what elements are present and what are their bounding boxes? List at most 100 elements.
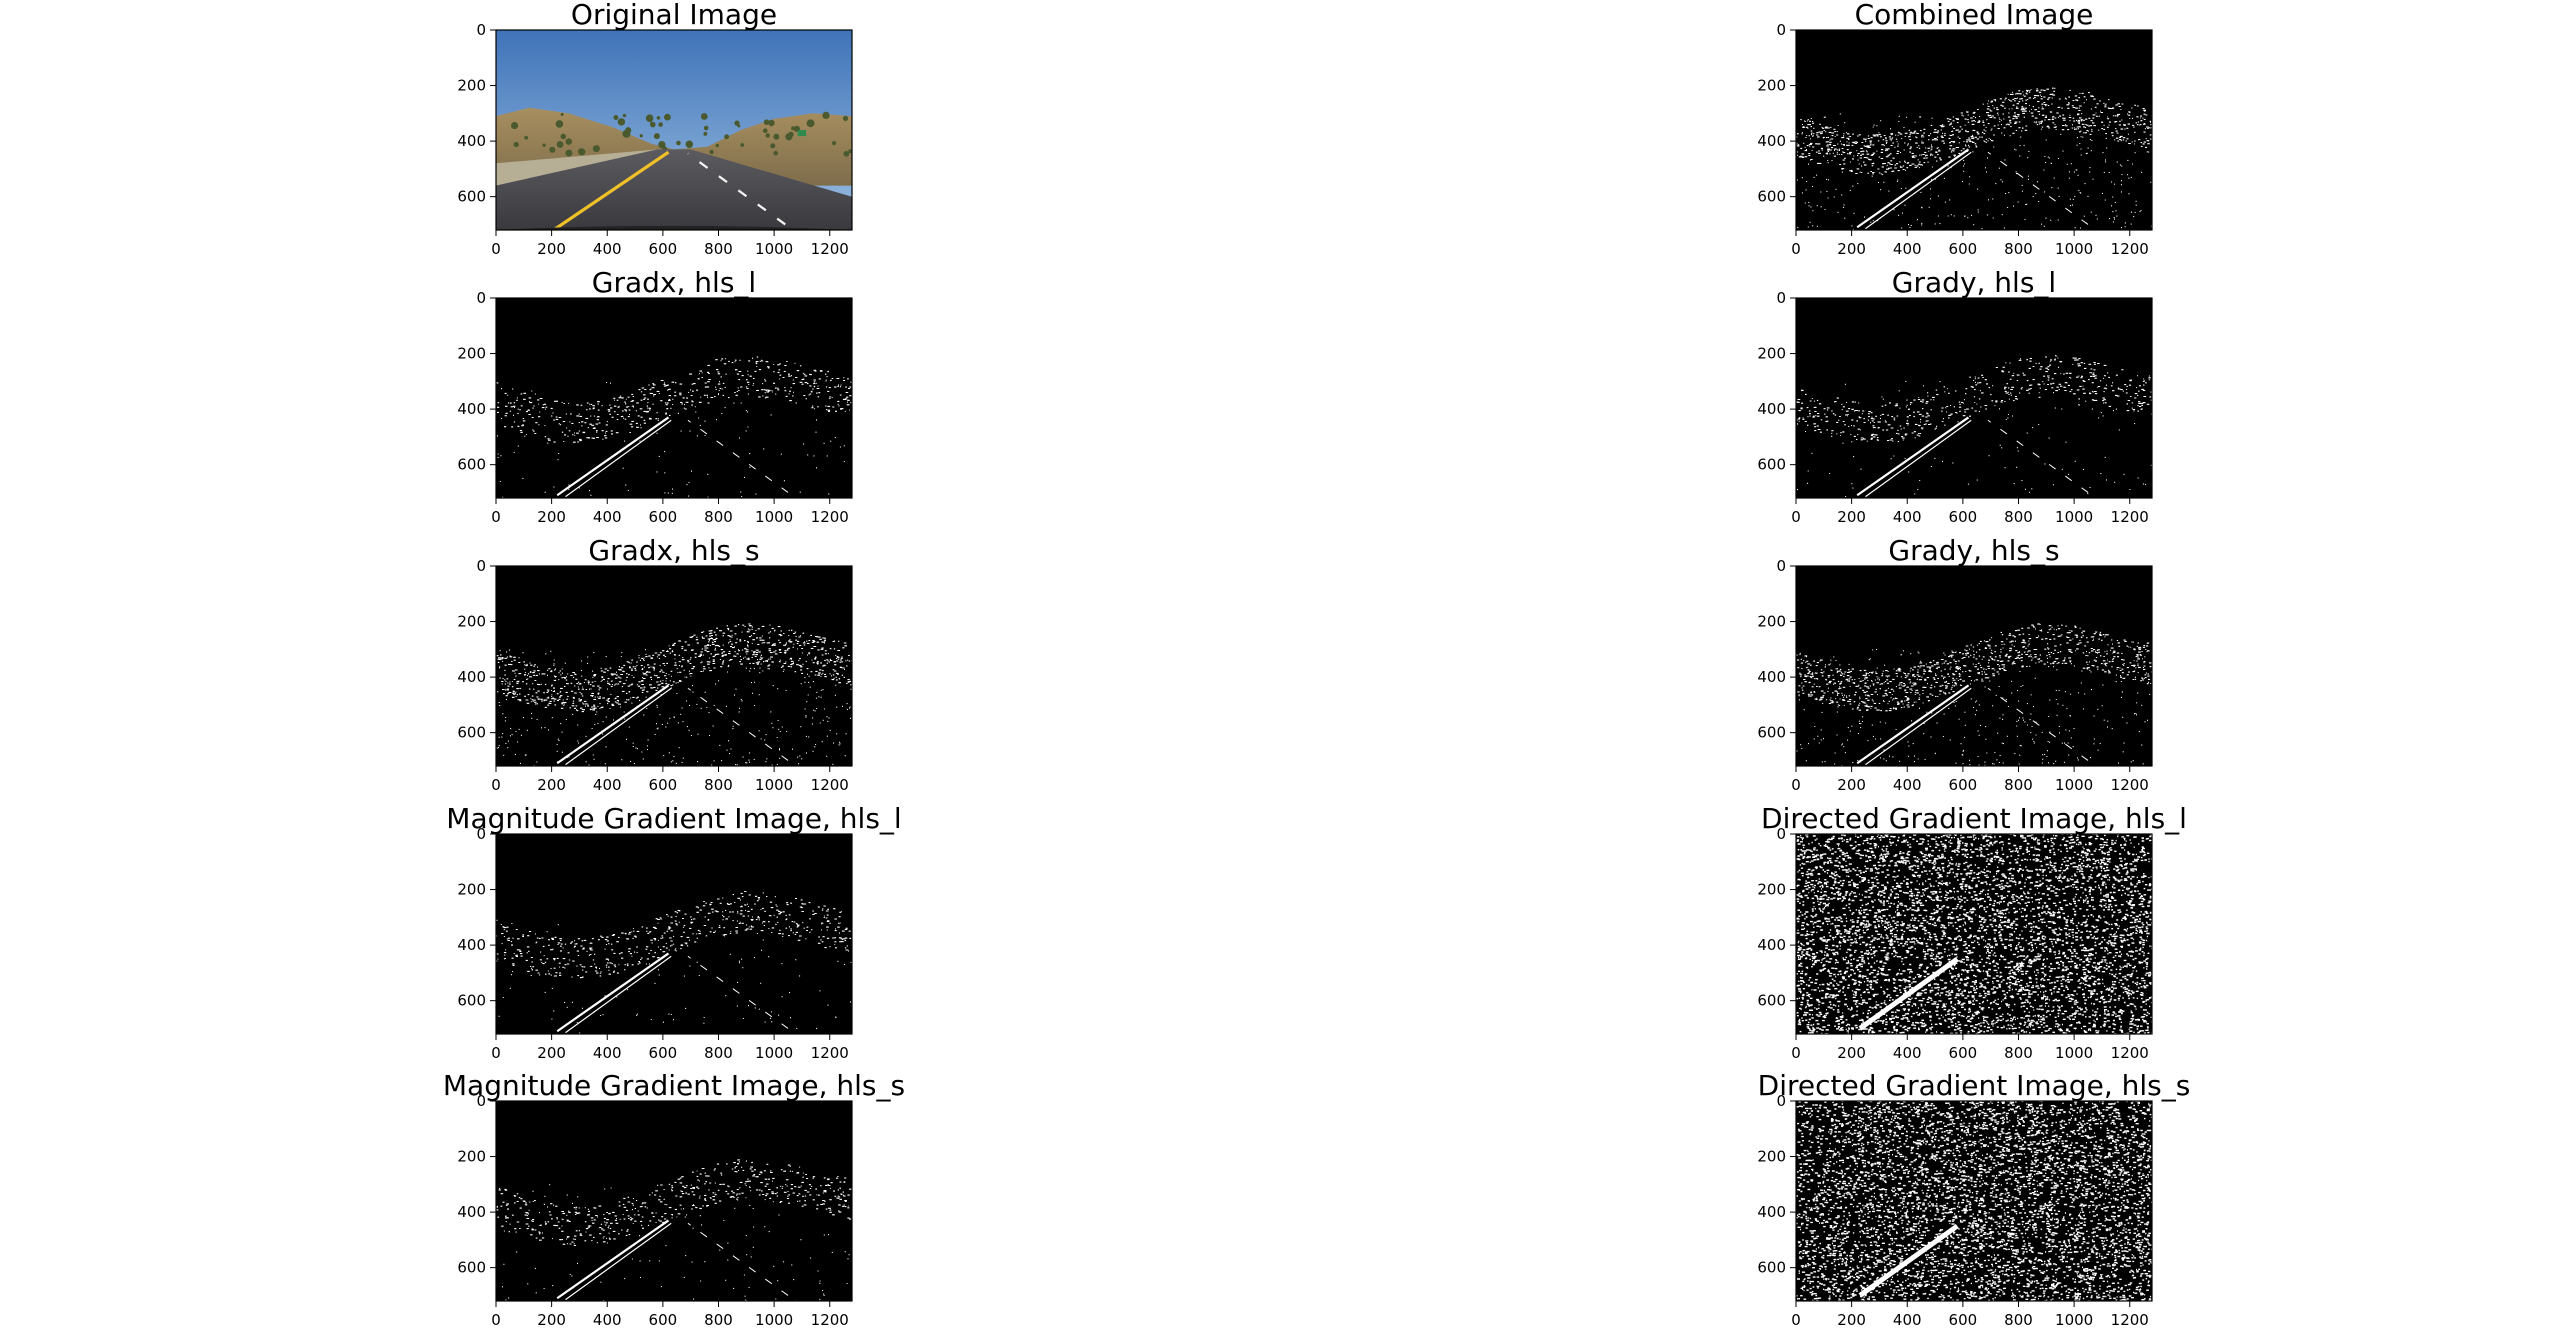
y-tick-label: 600 [1757,992,1786,1010]
y-tick-label: 600 [457,188,486,206]
x-tick-label: 600 [649,1044,678,1062]
axes-frame [495,833,853,1035]
x-tick-label: 1000 [2055,1311,2093,1329]
x-tick-label: 1000 [2055,508,2093,526]
y-tick-label: 200 [457,613,486,631]
subplot: Magnitude Gradient Image, hls_s0 200 400 60… [443,1069,905,1329]
subplot-title: Gradx, hls_s [588,534,759,567]
subplot: Directed Gradient Image, hls_l0 200 400 600… [1757,802,2187,1062]
y-tick-label: 400 [1757,936,1786,954]
x-tick-label: 200 [1837,508,1866,526]
y-tick-label: 0 [476,1092,486,1110]
x-tick-label: 1200 [2111,508,2149,526]
axes-frame [1795,565,2153,767]
subplot: Directed Gradient Image, hls_s0 200 400 600… [1757,1069,2190,1329]
subplot-image [496,30,853,231]
y-tick-label: 400 [1757,1203,1786,1221]
y-tick-label: 0 [476,825,486,843]
x-tick-label: 400 [1893,508,1922,526]
x-tick-label: 800 [704,1311,733,1329]
axes-frame [495,297,853,499]
axes-frame [1795,833,2153,1035]
x-tick-label: 200 [537,508,566,526]
subplot: Original Image 0 200 400 600 800 1000 1200 0 200 4… [457,0,853,258]
y-tick-label: 200 [457,1148,486,1166]
y-tick-label: 600 [1757,724,1786,742]
x-tick-label: 1200 [811,776,849,794]
subplot: Gradx, hls_s 0 200 400 600 800 1000 1200 0 200 400… [457,534,854,794]
x-tick-label: 200 [537,776,566,794]
subplot: Combined Image 0 200 400 600 800 1000 1200 0 200 4… [1757,0,2154,258]
x-tick-label: 200 [537,1311,566,1329]
y-tick-label: 600 [1757,1259,1786,1277]
x-tick-label: 600 [649,240,678,258]
x-tick-label: 800 [704,508,733,526]
x-tick-label: 400 [593,776,622,794]
x-tick-label: 1200 [811,240,849,258]
x-tick-label: 0 [491,776,501,794]
subplot-image [496,834,853,1034]
subplot: Grady, hls_l 0 200 400 600 800 1000 1200 0 200 400… [1757,266,2154,526]
x-tick-label: 0 [1791,240,1801,258]
x-tick-label: 800 [2004,1044,2033,1062]
x-tick-label: 1200 [811,1311,849,1329]
subplot-image [1796,1100,2155,1302]
x-tick-label: 400 [593,508,622,526]
subplot-image [1796,566,2155,767]
x-tick-label: 600 [1949,508,1978,526]
x-tick-label: 200 [1837,776,1866,794]
y-tick-label: 600 [457,992,486,1010]
subplot-title: Magnitude Gradient Image, hls_s [443,1069,905,1102]
x-tick-label: 800 [2004,1311,2033,1329]
x-tick-label: 400 [1893,1044,1922,1062]
x-tick-label: 600 [1949,240,1978,258]
x-tick-label: 1200 [2111,776,2149,794]
x-tick-label: 0 [491,508,501,526]
x-tick-label: 1000 [2055,1044,2093,1062]
x-tick-label: 1000 [2055,776,2093,794]
y-tick-label: 0 [1776,289,1786,307]
subplot-title: Directed Gradient Image, hls_s [1758,1069,2191,1102]
x-tick-label: 200 [1837,1311,1866,1329]
y-tick-label: 400 [1757,132,1786,150]
subplot-image [1796,298,2154,498]
subplot: Grady, hls_s 0 200 400 600 800 1000 1200 0 200 400… [1757,534,2155,794]
subplot-title: Grady, hls_l [1892,266,2056,299]
x-tick-label: 400 [593,1311,622,1329]
subplot-title: Gradx, hls_l [592,266,756,299]
x-tick-label: 800 [2004,776,2033,794]
x-tick-label: 1000 [2055,240,2093,258]
x-tick-label: 1200 [2111,1311,2149,1329]
x-tick-label: 600 [1949,776,1978,794]
x-tick-label: 800 [704,240,733,258]
y-tick-label: 600 [1757,456,1786,474]
x-tick-label: 1000 [755,776,793,794]
x-tick-label: 200 [1837,240,1866,258]
y-tick-label: 200 [1757,345,1786,363]
y-tick-label: 400 [457,400,486,418]
y-tick-label: 200 [457,77,486,95]
subplot-image [1796,833,2155,1035]
x-tick-label: 600 [1949,1044,1978,1062]
x-tick-label: 1200 [2111,1044,2149,1062]
y-tick-label: 200 [1757,1148,1786,1166]
x-tick-label: 400 [1893,240,1922,258]
axes-frame [495,1100,853,1302]
x-tick-label: 200 [537,240,566,258]
y-tick-label: 600 [457,724,486,742]
subplot-image [496,298,853,498]
y-tick-label: 0 [476,557,486,575]
x-tick-label: 200 [537,1044,566,1062]
y-tick-label: 200 [1757,881,1786,899]
x-tick-label: 0 [1791,1044,1801,1062]
x-tick-label: 600 [649,776,678,794]
y-tick-label: 200 [1757,77,1786,95]
x-tick-label: 1000 [755,508,793,526]
y-tick-label: 200 [1757,613,1786,631]
subplot-title: Grady, hls_s [1888,534,2059,567]
axes-frame [495,565,853,767]
y-tick-label: 600 [457,456,486,474]
subplot: Gradx, hls_l 0 200 400 600 800 1000 1200 0 200 400… [457,266,853,526]
x-tick-label: 1200 [2111,240,2149,258]
